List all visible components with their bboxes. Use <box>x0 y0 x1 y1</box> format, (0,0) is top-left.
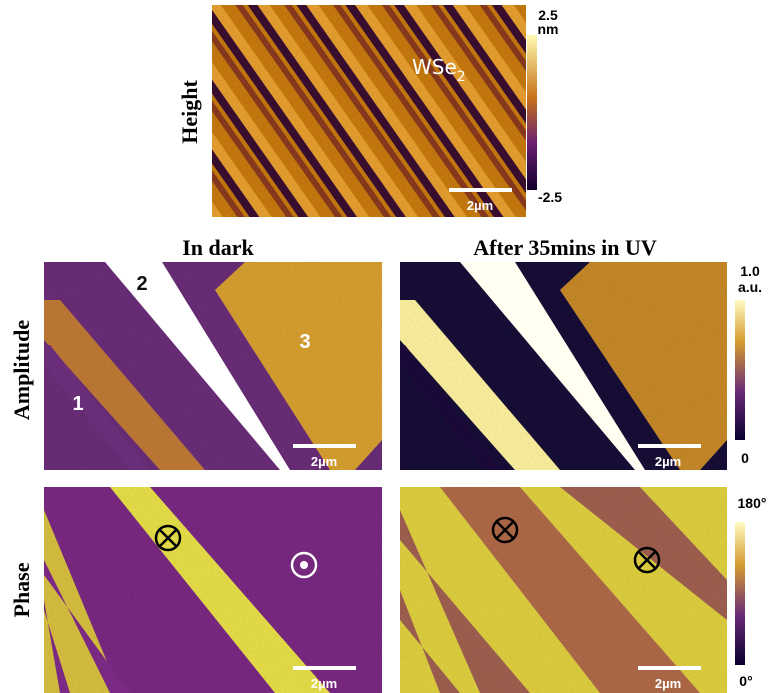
scale-bar-label: 2µm <box>311 454 337 469</box>
row-label: Height <box>177 80 202 144</box>
column-header: After 35mins in UV <box>473 235 657 260</box>
colorbar-min: -2.5 <box>538 189 562 205</box>
colorbar-min: 0° <box>739 673 752 689</box>
column-header: In dark <box>182 235 254 260</box>
colorbar-max: 180° <box>738 495 767 511</box>
region-label: 1 <box>72 393 83 415</box>
colorbar-unit: nm <box>538 21 559 37</box>
phase-dark-image <box>44 487 382 693</box>
phase-colorbar <box>735 522 745 665</box>
region-label: 2 <box>136 273 147 295</box>
scale-bar-label: 2µm <box>467 198 493 213</box>
row-label: Phase <box>9 562 34 617</box>
phase-uv-image <box>400 487 727 693</box>
row-label: Amplitude <box>9 320 34 420</box>
colorbar-unit: a.u. <box>738 279 762 295</box>
material: WSe <box>412 55 457 79</box>
height-colorbar <box>527 35 537 190</box>
scale-bar-label: 2µm <box>311 676 337 691</box>
amplitude-dark-image <box>44 262 382 470</box>
figure: 2.5 nm -2.5 Height WSe2 2µm In dark Afte… <box>0 0 769 693</box>
scale-bar-label: 2µm <box>655 454 681 469</box>
colorbar-max: 1.0 <box>740 263 760 279</box>
region-label: 3 <box>299 331 310 353</box>
amplitude-uv-image <box>400 262 727 470</box>
scale-bar-label: 2µm <box>655 676 681 691</box>
subscript: 2 <box>457 69 466 85</box>
amplitude-colorbar <box>735 300 745 440</box>
height-image <box>212 5 526 217</box>
colorbar-min: 0 <box>741 450 749 466</box>
